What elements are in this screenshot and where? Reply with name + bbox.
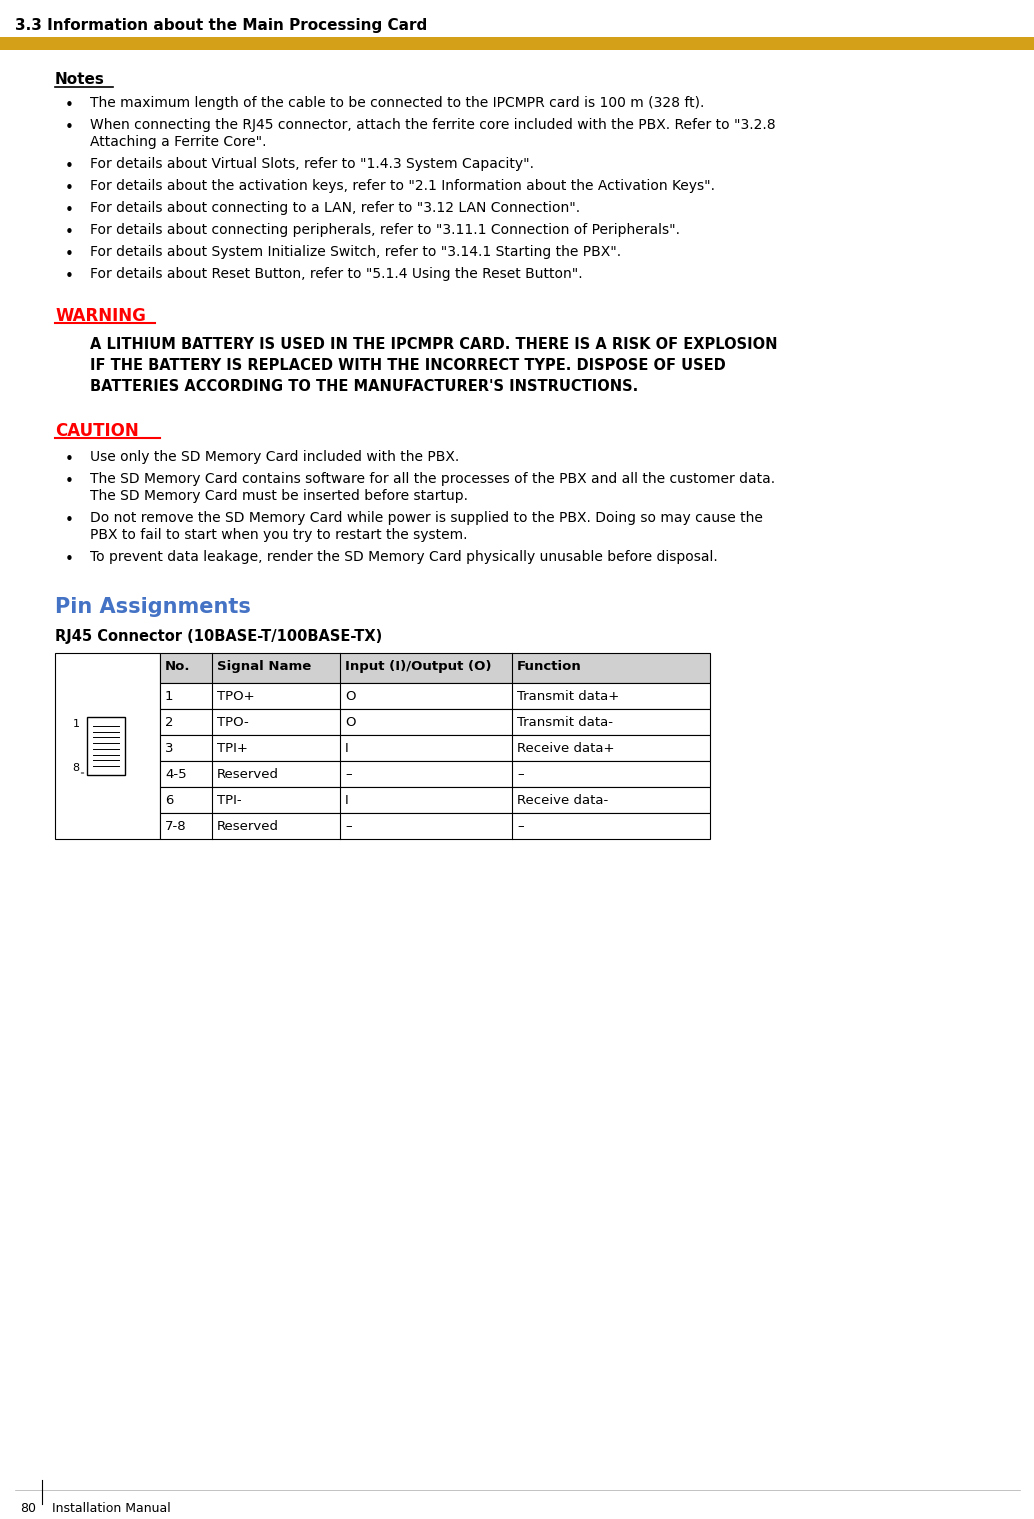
Text: •: • <box>65 551 73 567</box>
Text: TPI-: TPI- <box>217 794 242 807</box>
Bar <box>160 761 710 787</box>
Text: Reserved: Reserved <box>217 769 279 781</box>
Text: Transmit data-: Transmit data- <box>517 715 613 729</box>
Text: •: • <box>65 269 73 284</box>
Text: When connecting the RJ45 connector, attach the ferrite core included with the PB: When connecting the RJ45 connector, atta… <box>90 118 776 132</box>
Text: The SD Memory Card contains software for all the processes of the PBX and all th: The SD Memory Card contains software for… <box>90 472 776 486</box>
Text: I: I <box>345 794 348 807</box>
Text: •: • <box>65 181 73 196</box>
Text: For details about Virtual Slots, refer to "1.4.3 System Capacity".: For details about Virtual Slots, refer t… <box>90 156 534 172</box>
Text: •: • <box>65 120 73 135</box>
Text: Attaching a Ferrite Core".: Attaching a Ferrite Core". <box>90 135 267 149</box>
Text: •: • <box>65 204 73 219</box>
Text: For details about connecting peripherals, refer to "3.11.1 Connection of Periphe: For details about connecting peripherals… <box>90 223 680 237</box>
Text: 6: 6 <box>165 794 174 807</box>
Text: TPO-: TPO- <box>217 715 249 729</box>
Text: RJ45 Connector (10BASE-T/100BASE-TX): RJ45 Connector (10BASE-T/100BASE-TX) <box>55 629 383 644</box>
Text: •: • <box>65 513 73 529</box>
Text: For details about connecting to a LAN, refer to "3.12 LAN Connection".: For details about connecting to a LAN, r… <box>90 201 580 216</box>
Text: •: • <box>65 159 73 175</box>
Text: 80: 80 <box>20 1502 36 1514</box>
Bar <box>160 653 710 684</box>
Bar <box>0 36 1034 50</box>
Bar <box>160 684 710 709</box>
Text: 1: 1 <box>72 718 80 729</box>
Text: Input (I)/Output (O): Input (I)/Output (O) <box>345 659 491 673</box>
Text: 7-8: 7-8 <box>165 820 186 832</box>
Text: 3: 3 <box>165 741 174 755</box>
Text: –: – <box>345 820 352 832</box>
Text: Receive data+: Receive data+ <box>517 741 614 755</box>
Text: TPI+: TPI+ <box>217 741 248 755</box>
Text: I: I <box>345 741 348 755</box>
Text: –: – <box>517 769 523 781</box>
Text: For details about Reset Button, refer to "5.1.4 Using the Reset Button".: For details about Reset Button, refer to… <box>90 267 582 281</box>
Bar <box>160 787 710 813</box>
Text: Transmit data+: Transmit data+ <box>517 690 619 703</box>
Text: Receive data-: Receive data- <box>517 794 608 807</box>
Text: A LITHIUM BATTERY IS USED IN THE IPCMPR CARD. THERE IS A RISK OF EXPLOSION
IF TH: A LITHIUM BATTERY IS USED IN THE IPCMPR … <box>90 337 778 393</box>
Text: •: • <box>65 453 73 466</box>
Text: PBX to fail to start when you try to restart the system.: PBX to fail to start when you try to res… <box>90 529 467 542</box>
Text: O: O <box>345 690 356 703</box>
Text: •: • <box>65 225 73 240</box>
Text: Notes: Notes <box>55 71 104 87</box>
Bar <box>55 653 160 838</box>
Text: CAUTION: CAUTION <box>55 422 139 441</box>
Text: The SD Memory Card must be inserted before startup.: The SD Memory Card must be inserted befo… <box>90 489 468 503</box>
Text: 1: 1 <box>165 690 174 703</box>
Text: 8: 8 <box>72 763 80 773</box>
Bar <box>160 709 710 735</box>
Bar <box>160 735 710 761</box>
Text: –: – <box>517 820 523 832</box>
Text: For details about the activation keys, refer to "2.1 Information about the Activ: For details about the activation keys, r… <box>90 179 714 193</box>
Text: 4-5: 4-5 <box>165 769 186 781</box>
Text: –: – <box>345 769 352 781</box>
Text: 3.3 Information about the Main Processing Card: 3.3 Information about the Main Processin… <box>16 18 427 33</box>
Text: Do not remove the SD Memory Card while power is supplied to the PBX. Doing so ma: Do not remove the SD Memory Card while p… <box>90 510 763 526</box>
Text: The maximum length of the cable to be connected to the IPCMPR card is 100 m (328: The maximum length of the cable to be co… <box>90 96 704 109</box>
Text: Installation Manual: Installation Manual <box>52 1502 171 1514</box>
Text: O: O <box>345 715 356 729</box>
Text: •: • <box>65 99 73 112</box>
Text: Signal Name: Signal Name <box>217 659 311 673</box>
Text: Pin Assignments: Pin Assignments <box>55 597 251 617</box>
Text: For details about System Initialize Switch, refer to "3.14.1 Starting the PBX".: For details about System Initialize Swit… <box>90 245 621 260</box>
Text: Function: Function <box>517 659 582 673</box>
Text: •: • <box>65 248 73 261</box>
Text: No.: No. <box>165 659 190 673</box>
Text: Reserved: Reserved <box>217 820 279 832</box>
Text: •: • <box>65 474 73 489</box>
Bar <box>87 717 124 775</box>
Text: TPO+: TPO+ <box>217 690 254 703</box>
Bar <box>160 813 710 838</box>
Text: To prevent data leakage, render the SD Memory Card physically unusable before di: To prevent data leakage, render the SD M… <box>90 550 718 564</box>
Text: Use only the SD Memory Card included with the PBX.: Use only the SD Memory Card included wit… <box>90 450 459 463</box>
Text: 2: 2 <box>165 715 174 729</box>
Text: WARNING: WARNING <box>55 307 146 325</box>
